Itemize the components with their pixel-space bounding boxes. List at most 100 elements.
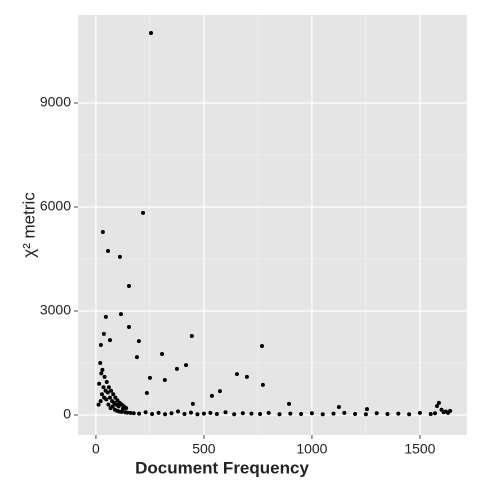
point xyxy=(144,390,149,395)
point xyxy=(125,410,130,415)
point xyxy=(107,338,112,343)
point xyxy=(99,371,104,376)
point xyxy=(111,392,116,397)
point xyxy=(119,409,124,414)
point xyxy=(156,410,161,415)
point xyxy=(107,395,112,400)
point xyxy=(396,411,401,416)
point xyxy=(223,410,228,415)
point xyxy=(162,377,167,382)
point xyxy=(364,407,369,412)
point xyxy=(331,411,336,416)
point xyxy=(128,410,133,415)
point xyxy=(445,410,450,415)
point xyxy=(374,411,379,416)
point xyxy=(98,360,103,365)
point xyxy=(336,405,341,410)
point xyxy=(143,410,148,415)
point xyxy=(208,410,213,415)
point xyxy=(117,254,122,259)
point xyxy=(244,374,249,379)
point xyxy=(436,400,441,405)
point xyxy=(363,412,368,417)
point xyxy=(163,412,168,417)
point xyxy=(134,355,139,360)
point xyxy=(195,412,200,417)
point xyxy=(441,410,446,415)
point xyxy=(96,402,101,407)
point xyxy=(116,404,121,409)
y-tick-label: 9000 xyxy=(40,94,71,110)
point xyxy=(190,401,195,406)
x-tick-label: 500 xyxy=(192,441,216,457)
point xyxy=(131,411,136,416)
y-axis-title: χ² metric xyxy=(19,192,38,258)
point xyxy=(240,411,245,416)
y-tick-label: 6000 xyxy=(40,198,71,214)
point xyxy=(106,249,111,254)
x-tick-label: 0 xyxy=(92,441,100,457)
point xyxy=(342,410,347,415)
point xyxy=(266,410,271,415)
point xyxy=(106,402,111,407)
point xyxy=(126,324,131,329)
point xyxy=(353,411,358,416)
point xyxy=(149,30,154,35)
point xyxy=(234,372,239,377)
point xyxy=(169,411,174,416)
point xyxy=(113,395,118,400)
point xyxy=(428,411,433,416)
point xyxy=(104,397,109,402)
point xyxy=(287,401,292,406)
panel xyxy=(78,15,467,435)
point xyxy=(110,404,115,409)
point xyxy=(209,393,214,398)
point xyxy=(104,380,109,385)
point xyxy=(385,411,390,416)
point xyxy=(288,411,293,416)
point xyxy=(309,411,314,416)
point xyxy=(160,351,165,356)
x-axis-title: Document Frequency xyxy=(135,458,309,477)
point xyxy=(249,411,254,416)
x-tick-label: 1000 xyxy=(296,441,327,457)
point xyxy=(118,312,123,317)
x-tick-label: 1500 xyxy=(404,441,435,457)
point xyxy=(433,411,438,416)
point xyxy=(98,342,103,347)
y-tick-label: 0 xyxy=(63,406,71,422)
point xyxy=(188,410,193,415)
point xyxy=(214,411,219,416)
point xyxy=(183,363,188,368)
point xyxy=(407,412,412,417)
y-tick-label: 3000 xyxy=(40,302,71,318)
point xyxy=(105,390,110,395)
point xyxy=(100,229,105,234)
point xyxy=(189,333,194,338)
point xyxy=(260,382,265,387)
point xyxy=(137,411,142,416)
point xyxy=(174,366,179,371)
point xyxy=(102,374,107,379)
point xyxy=(101,331,106,336)
point xyxy=(101,385,106,390)
point xyxy=(147,375,152,380)
point xyxy=(176,409,181,414)
point xyxy=(201,411,206,416)
point xyxy=(97,381,102,386)
point xyxy=(260,344,265,349)
point xyxy=(124,406,129,411)
point xyxy=(126,284,131,289)
point xyxy=(232,412,237,417)
point xyxy=(150,411,155,416)
point xyxy=(103,314,108,319)
point xyxy=(182,411,187,416)
point xyxy=(417,410,422,415)
point xyxy=(100,367,105,372)
point xyxy=(277,412,282,417)
point xyxy=(136,339,141,344)
point xyxy=(120,406,125,411)
point xyxy=(434,403,439,408)
point xyxy=(141,210,146,215)
